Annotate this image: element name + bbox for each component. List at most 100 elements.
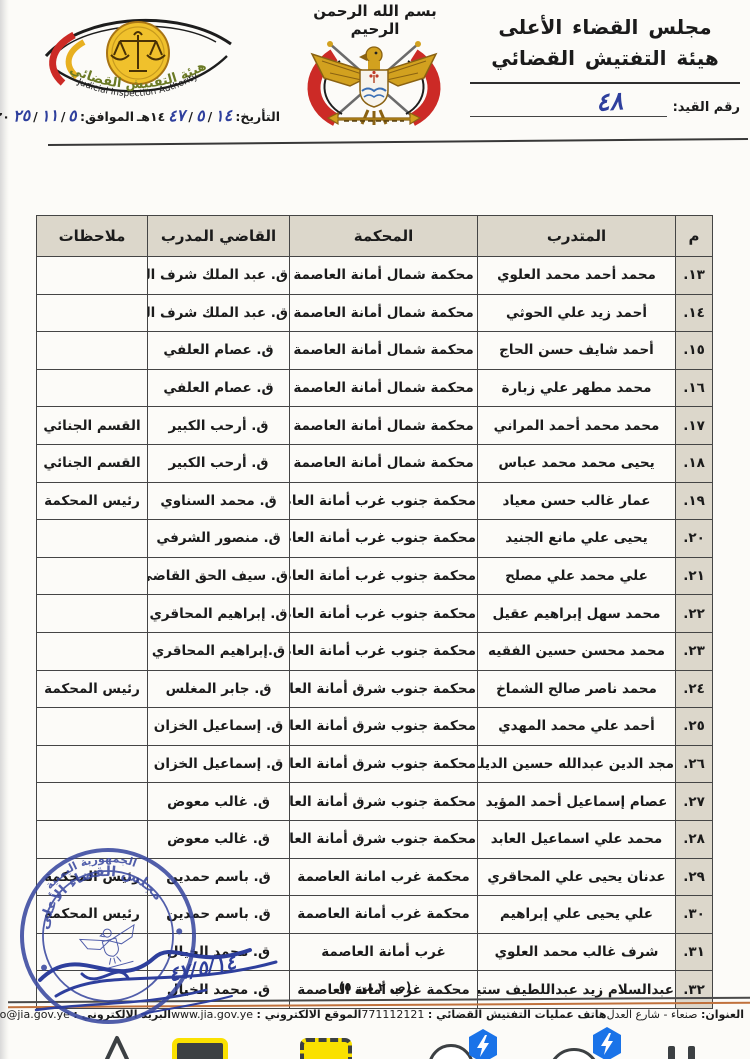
court-cell: محكمة شمال أمانة العاصمة	[289, 256, 478, 295]
trainee-cell: يحيى علي مانع الجنيد	[477, 519, 676, 558]
judge-cell: ق. عبد الملك شرف الدين	[147, 256, 290, 295]
judge-cell: ق.إبراهيم المحاقري	[147, 631, 290, 671]
notes-cell	[36, 293, 148, 333]
row-number-cell: ٢١.	[675, 556, 713, 596]
trainee-cell: محمد محسن حسين الفقيه	[477, 631, 676, 671]
row-number-cell: ١٩.	[675, 481, 713, 521]
table-row: ٢٩. عدنان يحيى علي المحاقري محكمة غرب ام…	[36, 857, 713, 897]
court-cell: محكمة شمال أمانة العاصمة	[289, 293, 478, 333]
row-number-cell: ١٣.	[675, 256, 713, 295]
footer-contact-row: العنوان: صنعاء - شارع العدل هاتف عمليات …	[0, 1008, 744, 1021]
table-row: ٢٦. مجد الدين عبدالله حسين الديلمي محكمة…	[36, 744, 713, 784]
registration-row: رقم القيد: ٤٨	[468, 86, 742, 117]
row-number-cell: ١٨.	[675, 443, 713, 483]
row-number-cell: ١٧.	[675, 406, 713, 445]
trainee-cell: مجد الدين عبدالله حسين الديلمي	[477, 744, 676, 784]
row-number-cell: ٢٥.	[675, 707, 713, 746]
eye-lower-lash	[55, 55, 228, 93]
judge-cell: ق. منصور الشرفي	[147, 519, 290, 558]
notes-cell	[36, 631, 148, 671]
table-row: ١٥. أحمد شايف حسن الحاج محكمة شمال أمانة…	[36, 331, 713, 370]
date-separator: /	[33, 109, 38, 124]
flash-badge-icon[interactable]	[466, 1028, 500, 1059]
banner-scroll	[326, 112, 422, 126]
footer-phone: هاتف عمليات التفتيش القضائي : 771112121	[361, 1008, 606, 1021]
row-number-cell: ٣١.	[675, 932, 713, 972]
court-cell: محكمة غرب امانة العاصمة	[289, 857, 478, 897]
judge-cell: ق. غالب معوض	[147, 782, 290, 821]
dashed-box-icon[interactable]	[300, 1038, 352, 1059]
court-cell: محكمة شمال أمانة العاصمة	[289, 331, 478, 370]
header-court: المحكمة	[289, 215, 478, 257]
court-cell: غرب أمانة العاصمة	[289, 932, 478, 972]
trainee-cell: محمد سهل إبراهيم عقيل	[477, 594, 676, 633]
judge-cell: ق. جابر المغلس	[147, 669, 290, 709]
trainee-cell: علي محمد علي مصلح	[477, 556, 676, 596]
website-label: الموقع الالكتروني :	[256, 1008, 362, 1021]
pause-bars-icon[interactable]	[688, 1046, 695, 1059]
table-row: ٢٠. يحيى علي مانع الجنيد محكمة جنوب غرب …	[36, 519, 713, 558]
pause-bars-icon[interactable]	[668, 1046, 675, 1059]
trainee-cell: شرف غالب محمد العلوي	[477, 932, 676, 972]
trainees-table: م المتدرب المحكمة القاضي المدرب ملاحظات …	[36, 215, 713, 1009]
date-separator: /	[60, 109, 66, 124]
table-row: ١٨. يحيى محمد محمد عباس محكمة شمال أمانة…	[36, 443, 713, 483]
row-number-cell: ٢٧.	[675, 782, 713, 821]
hijri-day-handwritten: ١٤	[214, 105, 233, 126]
app-toolbar-partial	[0, 1026, 750, 1059]
header-judge: القاضي المدرب	[147, 215, 290, 257]
registration-line: ٤٨	[470, 86, 667, 117]
trainee-cell: يحيى محمد محمد عباس	[477, 443, 676, 483]
trainee-cell: محمد أحمد محمد العلوي	[477, 256, 676, 295]
judge-cell: ق. عصام العلفي	[147, 368, 290, 408]
notes-cell	[36, 707, 148, 746]
judge-cell: ق. إسماعيل الخزان	[147, 707, 290, 746]
judge-cell: ق. إسماعيل الخزان	[147, 744, 290, 784]
golden-circle-ring	[111, 26, 165, 80]
table-row: ٢٧. عصام إسماعيل أحمد المؤيد محكمة جنوب …	[36, 782, 713, 821]
registration-label: رقم القيد:	[672, 100, 740, 115]
court-cell: محكمة غرب أمانة العاصمة	[289, 970, 478, 1009]
notes-cell	[36, 368, 148, 408]
page-number-note: (ص ٢ من ٥)	[338, 980, 412, 994]
judge-cell: ق. محمد السناوي	[147, 481, 290, 521]
judge-cell: ق. عبد الملك شرف الدين	[147, 293, 290, 333]
table-row: ٢٥. أحمد علي محمد المهدي محكمة جنوب شرق …	[36, 707, 713, 746]
row-number-cell: ١٤.	[675, 293, 713, 333]
date-separator: /	[188, 109, 193, 124]
court-cell: محكمة جنوب شرق أمانة العاصمة	[289, 819, 478, 859]
court-cell: محكمة غرب أمانة العاصمة	[289, 895, 478, 934]
highlighter-icon[interactable]	[172, 1038, 228, 1059]
phone-label: هاتف عمليات التفتيش القضائي :	[427, 1008, 607, 1021]
trainee-cell: أحمد علي محمد المهدي	[477, 707, 676, 746]
header-trainee: المتدرب	[477, 215, 676, 257]
notes-cell	[36, 744, 148, 784]
trainee-cell: عمار غالب حسن معياد	[477, 481, 676, 521]
table-row: ١٤. أحمد زيد علي الحوثي محكمة شمال أمانة…	[36, 293, 713, 333]
judge-cell: ق. غالب معوض	[147, 819, 290, 859]
registration-number-handwritten: ٤٨	[595, 86, 625, 117]
row-number-cell: ١٥.	[675, 331, 713, 370]
flash-badge-icon[interactable]	[590, 1026, 624, 1059]
title-underline	[470, 82, 740, 84]
council-title: مجلس القضاء الأعلى	[498, 15, 712, 39]
row-number-cell: ١٦.	[675, 368, 713, 408]
letter-a-icon[interactable]	[96, 1034, 138, 1059]
hijri-year-printed: ١٤هـ	[136, 109, 166, 124]
date-label: التأريخ:	[235, 109, 280, 124]
row-number-cell: ٢٣.	[675, 631, 713, 671]
trainee-cell: عدنان يحيى علي المحاقري	[477, 857, 676, 897]
row-number-cell: ٢٩.	[675, 857, 713, 897]
court-cell: محكمة جنوب شرق أمانة العاصمة	[289, 782, 478, 821]
court-cell: محكمة جنوب غرب أمانة العاصمة	[289, 481, 478, 521]
notes-cell: رئيس المحكمة	[36, 481, 148, 521]
judge-cell: ق. أرحب الكبير	[147, 406, 290, 445]
notes-cell	[36, 782, 148, 821]
notes-cell	[36, 331, 148, 370]
address-value: صنعاء - شارع العدل	[606, 1008, 698, 1021]
gregorian-day-handwritten: ٥	[67, 105, 78, 126]
trainee-cell: أحمد شايف حسن الحاج	[477, 331, 676, 370]
corresponding-label: الموافق:	[80, 109, 134, 124]
trainee-cell: محمد مطهر علي زبارة	[477, 368, 676, 408]
